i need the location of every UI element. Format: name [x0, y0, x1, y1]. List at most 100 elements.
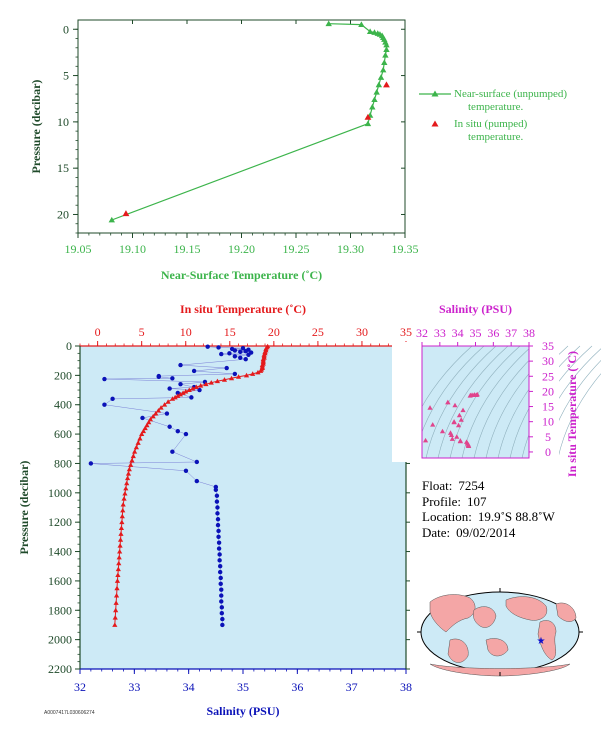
profile-plot-background: [80, 346, 406, 669]
temperature-point: [147, 416, 154, 422]
temperature-point: [116, 560, 122, 566]
temperature-point: [144, 422, 150, 428]
legend-item-near-surface: Near-surface (unpumped) temperature.: [418, 88, 567, 114]
salinity-point: [216, 540, 222, 545]
salinity-point: [216, 345, 221, 350]
pressure-tick-label: 2200: [48, 662, 72, 676]
near-surface-marker: [377, 74, 385, 80]
temperature-point: [153, 410, 159, 416]
temperature-point: [161, 402, 168, 407]
ts-point: [457, 438, 463, 444]
location-label: Location:: [422, 509, 472, 524]
top-y-tick-label: 20: [57, 207, 69, 221]
salinity-point: [215, 522, 221, 528]
salinity-point: [243, 348, 248, 354]
temp-axis-label: In situ Temperature (˚C): [180, 302, 306, 316]
ts-point: [452, 402, 458, 408]
legend-label-in-situ-1: In situ (pumped): [454, 118, 528, 130]
temp-tick-label: 5: [139, 325, 145, 339]
temperature-point: [133, 444, 139, 450]
temperature-point: [117, 543, 123, 548]
temperature-point: [142, 425, 148, 431]
salinity-point: [194, 478, 200, 484]
salinity-point: [232, 354, 238, 359]
temperature-point: [255, 369, 261, 375]
temperature-point: [190, 385, 196, 391]
salinity-point: [219, 599, 224, 604]
salinity-point: [102, 376, 107, 382]
temperature-point: [203, 381, 209, 387]
legend-item-in-situ: In situ (pumped) temperature.: [418, 118, 567, 144]
salinity-tick-label: 32: [74, 680, 86, 694]
top-x-tick-label: 19.20: [228, 242, 255, 256]
top-y-tick-label: 10: [57, 115, 69, 129]
salinity-point: [183, 468, 189, 473]
ts-y-tick-label: 20: [542, 384, 554, 398]
salinity-point: [170, 376, 175, 381]
salinity-point: [243, 357, 248, 362]
legend-label-near-surface-2: temperature.: [468, 101, 524, 113]
salinity-point: [215, 505, 220, 510]
near-surface-marker: [383, 46, 390, 53]
temperature-point: [129, 457, 135, 463]
near-surface-marker: [373, 89, 380, 95]
temperature-point: [235, 374, 242, 379]
salinity-point: [217, 569, 223, 575]
ts-point: [474, 391, 480, 397]
temperature-point: [124, 480, 130, 486]
float-value: 7254: [458, 478, 485, 493]
world-map: ★: [417, 588, 583, 677]
ts-x-tick-label: 33: [434, 326, 446, 340]
salinity-point: [102, 402, 107, 407]
temperature-point: [150, 413, 156, 419]
top-x-tick-label: 19.25: [283, 242, 310, 256]
salinity-point: [183, 431, 189, 437]
legend-line-marker: [419, 90, 451, 97]
salinity-point: [246, 352, 251, 358]
temperature-point: [155, 408, 162, 413]
legend-label-in-situ-2: temperature.: [468, 131, 524, 143]
ts-y-tick-label: 0: [545, 445, 551, 459]
in-situ-marker: [122, 210, 130, 217]
ts-point: [448, 432, 455, 437]
temperature-point: [128, 462, 134, 467]
ts-y-tick-label: 15: [542, 400, 554, 414]
footer-code: A0007417L030606274: [44, 710, 95, 716]
temperature-point: [120, 501, 126, 507]
near-surface-marker: [371, 96, 378, 103]
profile-value: 107: [467, 493, 487, 509]
legend-triangle-marker: [431, 120, 439, 127]
profile-chart: 0 5 10 15 20 25 30 35 In situ Temperature (˚C) 32…: [17, 302, 412, 718]
temperature-point: [228, 375, 235, 381]
salinity-point: [140, 415, 145, 421]
salinity-point: [218, 581, 223, 587]
ts-y-tick-label: 30: [542, 354, 554, 368]
pressure-tick-label: 0: [66, 339, 72, 353]
ts-point: [445, 399, 451, 405]
temperature-point: [183, 388, 189, 394]
temperature-point: [119, 513, 125, 519]
near-surface-marker: [380, 66, 387, 73]
pressure-tick-label: 1000: [48, 486, 72, 500]
salinity-point: [194, 459, 200, 465]
top-y-tick-label: 0: [63, 22, 69, 36]
salinity-point: [213, 487, 219, 493]
temperature-point: [186, 387, 192, 392]
temp-tick-label: 0: [95, 325, 101, 339]
salinity-tick-label: 37: [346, 680, 358, 694]
pressure-tick-label: 600: [54, 427, 72, 441]
map-land: [429, 594, 577, 677]
temperature-point: [132, 449, 138, 454]
salinity-point: [240, 346, 246, 351]
temperature-point: [130, 453, 136, 459]
temperature-point: [250, 371, 256, 376]
ts-y-tick-label: 10: [542, 415, 554, 429]
pressure-tick-label: 1400: [48, 545, 72, 559]
float-row: Float: 7254: [422, 478, 555, 494]
near-surface-marker: [382, 51, 389, 58]
salinity-point: [227, 351, 232, 356]
salinity-point: [220, 616, 225, 622]
near-surface-marker: [325, 20, 332, 27]
salinity-point: [88, 461, 94, 466]
pressure-tick-label: 800: [54, 456, 72, 470]
